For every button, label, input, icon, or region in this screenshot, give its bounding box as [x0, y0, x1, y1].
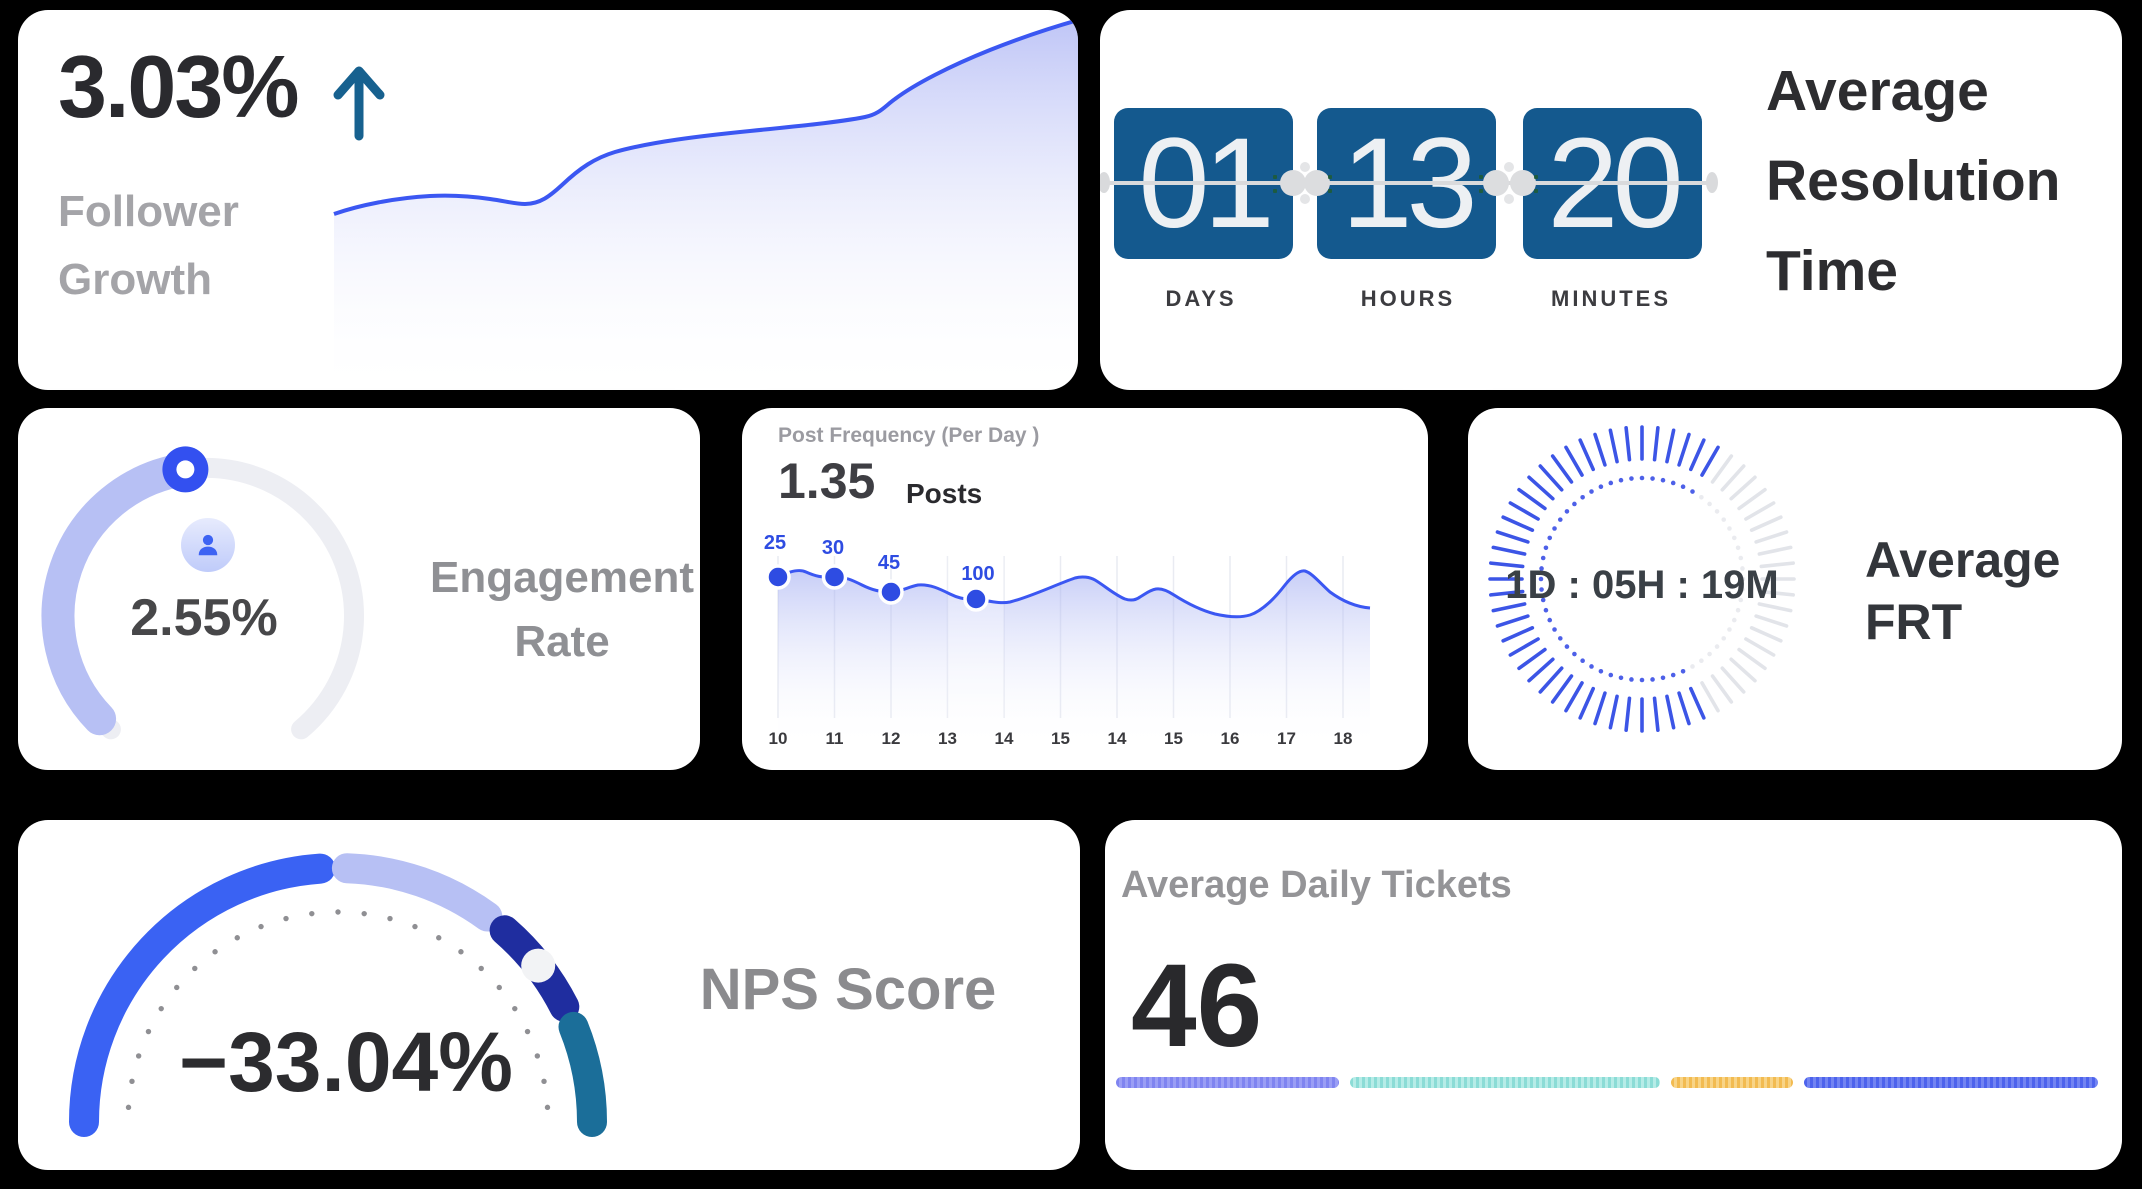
svg-text:14: 14: [1108, 729, 1127, 748]
nps-segment-primary: [69, 853, 336, 1137]
svg-text:16: 16: [1221, 729, 1240, 748]
svg-text:17: 17: [1277, 729, 1296, 748]
frt-spinner: [1488, 425, 1796, 733]
engagement-label-line2: Rate: [514, 617, 610, 666]
colon-dot: [1504, 194, 1514, 204]
resolution-time-title: Average Resolution Time: [1766, 46, 2061, 316]
gauge-progress: [41, 452, 202, 736]
follower-growth-area-chart: [333, 18, 1078, 390]
svg-text:15: 15: [1164, 729, 1183, 748]
engagement-rate-value: 2.55%: [130, 589, 278, 647]
average-frt-title: Average FRT: [1865, 529, 2060, 653]
engagement-rate-card: 2.55% Engagement Rate: [18, 408, 700, 770]
point-label: 25: [764, 532, 786, 554]
gauge-dot-scale: [125, 909, 551, 1111]
follower-growth-label-line1: Follower: [58, 187, 239, 236]
average-frt-card: 1D : 05H : 19M Average FRT: [1468, 408, 2122, 770]
svg-text:11: 11: [826, 729, 844, 748]
hours-label: HOURS: [1360, 286, 1456, 311]
nps-knob: [521, 948, 556, 983]
frt-title-line2: FRT: [1865, 594, 1963, 650]
follower-growth-label: Follower Growth: [58, 178, 239, 314]
daily-tickets-value: 46: [1131, 940, 1263, 1072]
engagement-label-line1: Engagement: [429, 553, 695, 602]
avatar: [181, 518, 235, 572]
bar-segment-blue: [1804, 1077, 2098, 1088]
bar-segment-orange: [1671, 1077, 1793, 1088]
hinge-cap-left: [1100, 172, 1110, 193]
resolution-title-line2: Resolution: [1766, 149, 2061, 213]
gauge-knob-hole: [176, 460, 195, 479]
trend-up-arrow-icon: [333, 66, 385, 141]
frt-time-value: 1D : 05H : 19M: [1505, 563, 1779, 607]
hinge-knob: [1280, 170, 1306, 196]
resolution-title-line3: Time: [1766, 239, 1899, 303]
resolution-title-line1: Average: [1766, 59, 1989, 123]
bar-segment-teal: [1350, 1077, 1660, 1088]
post-frequency-value: 1.35: [778, 453, 876, 509]
point-label: 100: [961, 563, 994, 585]
follower-growth-card: 3.03% Follower Growth: [18, 10, 1078, 390]
engagement-rate-label: Engagement Rate: [402, 546, 700, 674]
x-axis-labels: 10 11 12 13 14 15 14 15 16 17 18: [769, 729, 1353, 748]
hinge-pin-dot: [1273, 175, 1277, 179]
area-fill: [778, 570, 1370, 746]
marker-labels: 25 30 45 100: [764, 532, 995, 585]
svg-text:15: 15: [1051, 729, 1070, 748]
nps-score-card: −33.04% NPS Score: [18, 820, 1080, 1170]
svg-text:14: 14: [995, 729, 1014, 748]
person-icon: [198, 534, 218, 556]
hinge-knob: [1483, 170, 1509, 196]
colon-dot: [1300, 194, 1310, 204]
spinner-dots: [1538, 475, 1746, 683]
post-frequency-title: Post Frequency (Per Day ): [778, 424, 1040, 447]
post-frequency-card: 25 30 45 100 10 11 12 13 14 15 14 15 16 …: [742, 408, 1428, 770]
area-line: [777, 569, 1371, 619]
hinge-pin-dot: [1534, 175, 1538, 179]
nps-segment-light: [331, 853, 503, 932]
hinge-pin-dot: [1479, 189, 1483, 193]
svg-text:13: 13: [938, 729, 957, 748]
svg-text:10: 10: [769, 729, 788, 748]
nps-segment-teal: [558, 1011, 607, 1137]
area-line: [333, 18, 1078, 216]
post-frequency-unit: Posts: [906, 478, 983, 509]
hinge-pin-dot: [1273, 189, 1277, 193]
days-label: DAYS: [1165, 286, 1237, 311]
engagement-gauge: [41, 446, 364, 740]
follower-growth-value: 3.03%: [58, 37, 300, 136]
resolution-time-card: 01 13 20 DAYS HOURS MINUTES Average: [1100, 10, 2122, 390]
point-label: 45: [878, 552, 900, 574]
flip-hinge-line: [1102, 181, 1714, 185]
markers: [765, 564, 989, 612]
nps-label: NPS Score: [699, 957, 997, 1022]
area-fill: [334, 20, 1078, 390]
svg-text:18: 18: [1334, 729, 1353, 748]
hinge-knob: [1510, 170, 1536, 196]
point-label: 30: [822, 537, 844, 559]
hinge-knob: [1304, 170, 1330, 196]
nps-gauge: [69, 853, 607, 1137]
post-frequency-chart: 25 30 45 100 10 11 12 13 14 15 14 15 16 …: [764, 532, 1371, 748]
frt-title-line1: Average: [1865, 532, 2061, 588]
minutes-label: MINUTES: [1551, 286, 1671, 311]
tickets-segment-bar: [1116, 1077, 2098, 1088]
daily-tickets-title: Average Daily Tickets: [1121, 864, 1512, 906]
hinge-cap-right: [1706, 172, 1718, 193]
hinge-pin-dot: [1328, 175, 1332, 179]
svg-text:12: 12: [882, 729, 901, 748]
follower-growth-label-line2: Growth: [58, 255, 212, 304]
spinner-ticks: [1488, 425, 1796, 733]
nps-value: −33.04%: [179, 1015, 513, 1109]
hinge-pin-dot: [1534, 189, 1538, 193]
hinge-pin-dot: [1479, 175, 1483, 179]
bar-segment-purple: [1116, 1077, 1339, 1088]
daily-tickets-card: Average Daily Tickets 46: [1105, 820, 2122, 1170]
colon-dot: [1300, 162, 1310, 172]
hinge-pin-dot: [1328, 189, 1332, 193]
colon-dot: [1504, 162, 1514, 172]
